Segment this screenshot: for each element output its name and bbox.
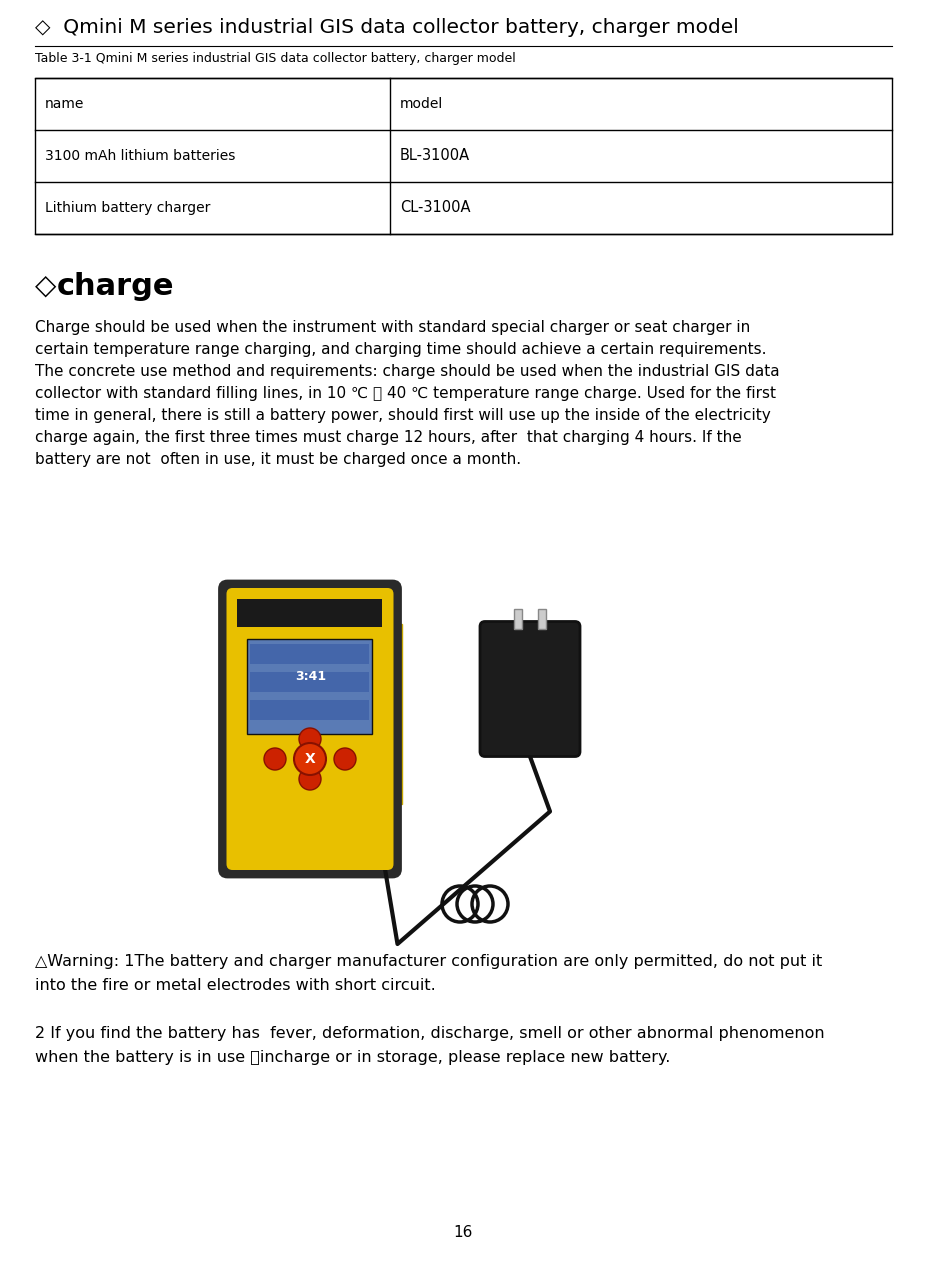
Bar	[250, 699, 370, 720]
Text: model: model	[400, 98, 443, 111]
Text: ◇: ◇	[35, 272, 57, 300]
Text: △Warning: 1The battery and charger manufacturer configuration are only permitted: △Warning: 1The battery and charger manuf…	[35, 954, 822, 969]
Text: The concrete use method and requirements: charge should be used when the industr: The concrete use method and requirements…	[35, 364, 780, 379]
Bar	[383, 625, 402, 805]
Text: name: name	[45, 98, 84, 111]
Text: 16: 16	[453, 1225, 473, 1240]
Text: charge: charge	[57, 272, 174, 302]
Text: 2 If you find the battery has  fever, deformation, discharge, smell or other abn: 2 If you find the battery has fever, def…	[35, 1026, 825, 1041]
Text: ◇  Qmini M series industrial GIS data collector battery, charger model: ◇ Qmini M series industrial GIS data col…	[35, 18, 739, 37]
Text: CL-3100A: CL-3100A	[400, 200, 471, 215]
Text: collector with standard filling lines, in 10 ℃ ～ 40 ℃ temperature range charge. : collector with standard filling lines, i…	[35, 386, 776, 400]
Circle shape	[294, 742, 326, 775]
Text: time in general, there is still a battery power, should first will use up the in: time in general, there is still a batter…	[35, 408, 770, 423]
FancyBboxPatch shape	[226, 588, 393, 870]
Text: Table 3-1 Qmini M series industrial GIS data collector battery, charger model: Table 3-1 Qmini M series industrial GIS …	[35, 52, 515, 65]
Circle shape	[264, 748, 286, 770]
FancyBboxPatch shape	[220, 582, 400, 877]
Bar	[237, 599, 383, 627]
Text: when the battery is in use 、incharge or in storage, please replace new battery.: when the battery is in use 、incharge or …	[35, 1050, 670, 1066]
Circle shape	[299, 768, 321, 791]
Text: Lithium battery charger: Lithium battery charger	[45, 201, 210, 215]
FancyBboxPatch shape	[480, 622, 580, 756]
Bar	[250, 644, 370, 664]
Text: 3:41: 3:41	[295, 670, 326, 683]
Text: into the fire or metal electrodes with short circuit.: into the fire or metal electrodes with s…	[35, 978, 436, 993]
Bar	[248, 639, 373, 734]
Text: battery are not  often in use, it must be charged once a month.: battery are not often in use, it must be…	[35, 452, 521, 468]
Circle shape	[299, 729, 321, 750]
Text: 3100 mAh lithium batteries: 3100 mAh lithium batteries	[45, 150, 235, 163]
Bar	[250, 672, 370, 692]
Circle shape	[334, 748, 356, 770]
Text: certain temperature range charging, and charging time should achieve a certain r: certain temperature range charging, and …	[35, 342, 767, 357]
Text: BL-3100A: BL-3100A	[400, 148, 470, 163]
Text: Charge should be used when the instrument with standard special charger or seat : Charge should be used when the instrumen…	[35, 321, 750, 334]
Text: charge again, the first three times must charge 12 hours, after  that charging 4: charge again, the first three times must…	[35, 430, 742, 445]
Bar	[35, 79, 892, 234]
Bar	[514, 608, 522, 628]
Text: X: X	[305, 753, 315, 767]
Bar	[538, 608, 546, 628]
